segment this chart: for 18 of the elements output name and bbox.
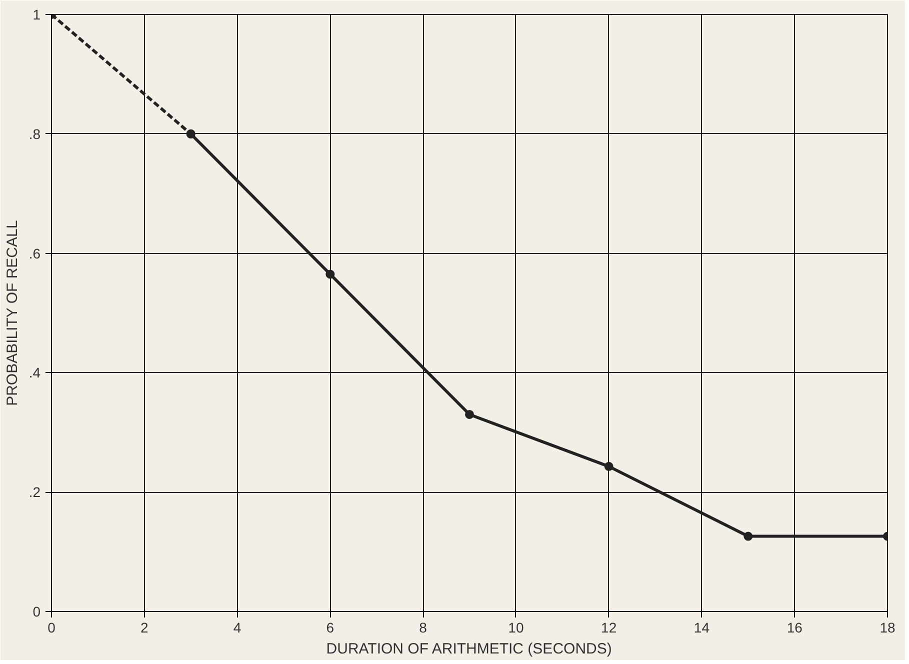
y-axis-title: PROBABILITY OF RECALL (4, 220, 21, 406)
x-tick-label: 0 (48, 620, 56, 636)
x-tick-label: 6 (326, 620, 334, 636)
x-tick-label: 18 (880, 620, 896, 636)
y-tick-label: 1 (32, 6, 41, 22)
x-tick-label: 10 (508, 620, 524, 636)
x-tick-label: 14 (694, 620, 710, 636)
x-tick-label: 2 (140, 620, 148, 636)
y-tick-label: .2 (28, 484, 41, 500)
y-tick-label: .6 (28, 245, 41, 262)
x-tick-label: 12 (601, 620, 617, 636)
x-tick-label: 4 (233, 620, 242, 636)
y-tick-label: .4 (28, 364, 41, 381)
y-tick-label: .8 (28, 126, 41, 142)
x-axis-title: DURATION OF ARITHMETIC (SECONDS) (326, 640, 612, 658)
y-tick-label: 0 (32, 604, 41, 620)
x-tick-label: 8 (419, 620, 428, 636)
x-tick-label: 16 (786, 620, 803, 636)
